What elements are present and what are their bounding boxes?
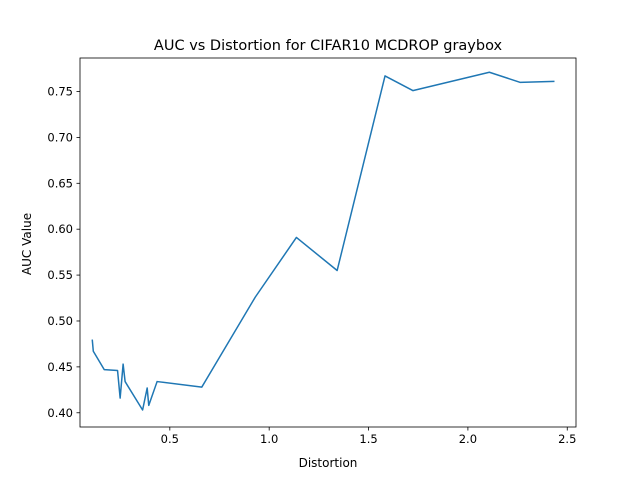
y-tick-label: 0.65 <box>47 176 73 190</box>
series-line-0 <box>91 71 555 411</box>
y-tick-label: 0.55 <box>47 268 73 282</box>
x-tick-label: 0.5 <box>161 432 179 446</box>
axes-frame <box>79 57 577 428</box>
x-axis-label: Distortion <box>299 456 358 470</box>
x-tick-label: 1.0 <box>260 432 278 446</box>
y-tick-label: 0.70 <box>47 130 73 144</box>
x-tick-label: 2.0 <box>459 432 477 446</box>
chart-title: AUC vs Distortion for CIFAR10 MCDROP gra… <box>154 38 503 54</box>
plot-background <box>80 58 576 427</box>
y-tick-label: 0.50 <box>47 314 73 328</box>
y-tick-label: 0.40 <box>47 406 73 420</box>
y-tick-label: 0.60 <box>47 222 73 236</box>
y-tick-label: 0.45 <box>47 360 73 374</box>
x-tick-label: 2.5 <box>558 432 576 446</box>
y-axis-label: AUC Value <box>20 213 34 275</box>
y-tick-label: 0.75 <box>47 85 73 99</box>
plot-area: 0.5 1.0 1.5 2.0 2.5 0.40 0.45 0.50 0.55 0.60 0.65 0… <box>47 57 577 446</box>
x-tick-label: 1.5 <box>359 432 377 446</box>
